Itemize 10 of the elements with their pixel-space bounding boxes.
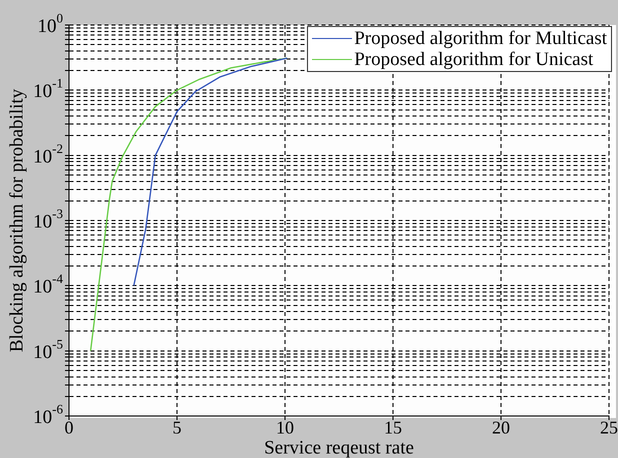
x-tick-label: 25 <box>600 418 618 438</box>
legend-label: Proposed algorithm for Unicast <box>354 49 594 70</box>
x-tick-label: 20 <box>492 418 510 438</box>
x-tick-label: 5 <box>172 418 182 438</box>
x-tick-label: 15 <box>384 418 402 438</box>
legend-label: Proposed algorithm for Multicast <box>354 28 607 49</box>
x-tick-label: 10 <box>276 418 294 438</box>
y-axis-title: Blocking algorithm for probability <box>6 88 28 352</box>
x-axis-title: Service reqeust rate <box>264 437 414 458</box>
x-tick-label: 0 <box>64 418 74 438</box>
